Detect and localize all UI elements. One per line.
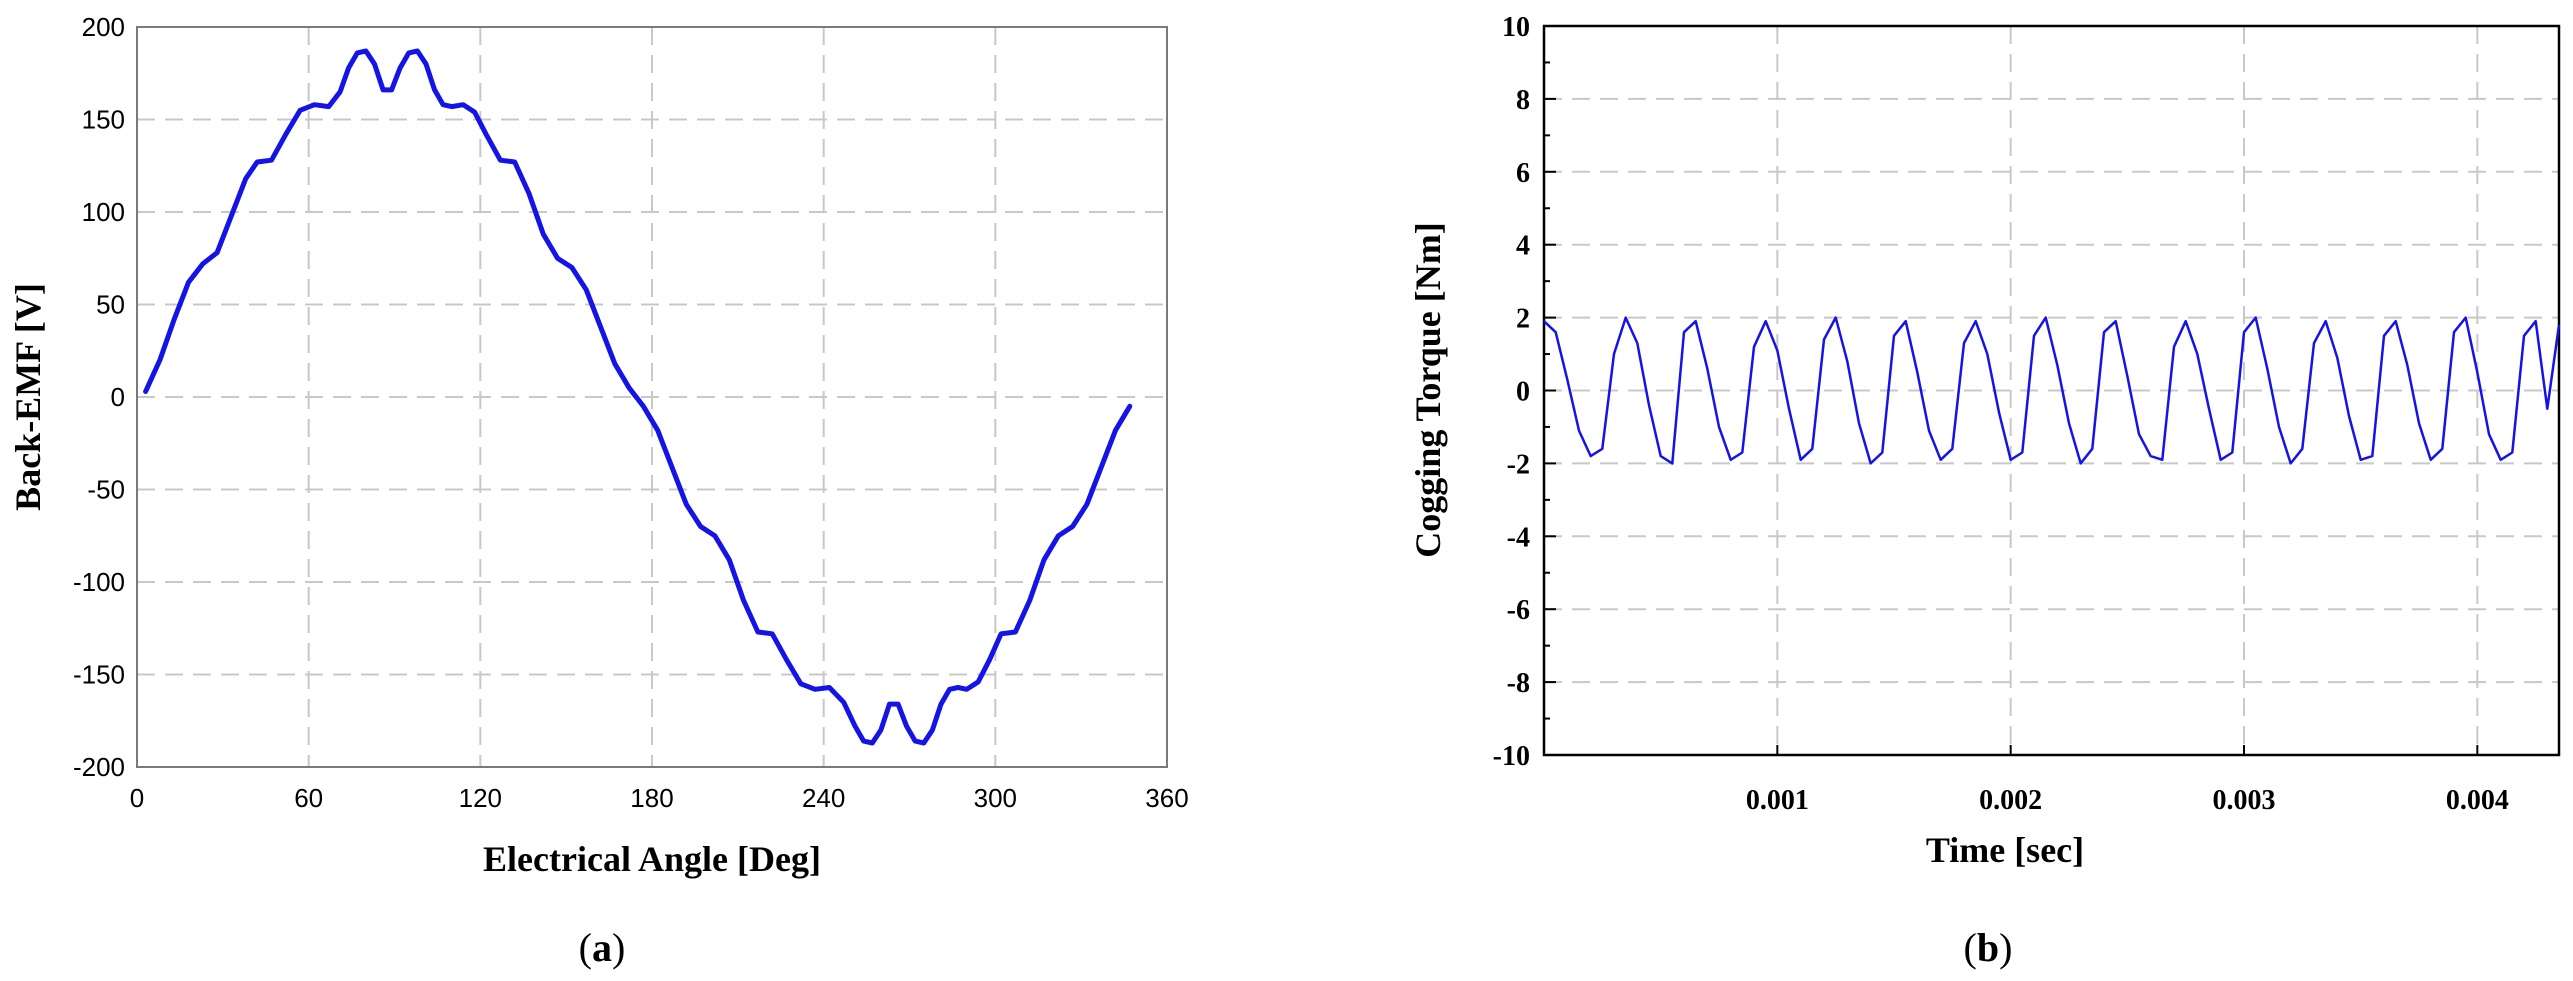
y-tick-label-b: 4: [1516, 231, 1530, 262]
x-tick-label-b: 0.004: [2446, 785, 2509, 816]
x-tick-marks-b: [1776, 745, 2479, 755]
y-tick-label-b: 0: [1516, 377, 1530, 408]
x-axis-title-b: Time [sec]: [1926, 830, 2084, 870]
x-tick-label-a: 120: [459, 783, 502, 813]
y-axis-title-a: Back-EMF [V]: [8, 283, 48, 511]
y-tick-label-b: 2: [1516, 304, 1530, 335]
cogging-torque-series-line: [1543, 316, 2561, 465]
y-tick-label-b: 8: [1516, 85, 1530, 116]
y-tick-label-b: 6: [1516, 158, 1530, 189]
back-emf-series-line: [143, 48, 1133, 746]
x-tick-label-b: 0.002: [1979, 785, 2042, 816]
y-tick-label-b: -10: [1493, 741, 1530, 772]
y-tick-label-b: -8: [1507, 668, 1530, 699]
y-tick-marks-b: [1544, 25, 1556, 756]
y-tick-labels-b: 10 8 6 4 2 0 -2 -4 -6 -8 -10: [1493, 12, 1530, 772]
x-tick-label-a: 60: [294, 783, 323, 813]
grid-a: [137, 27, 1167, 767]
grid-b: [1544, 26, 2559, 755]
chart-panel-a: 200 150 100 50 0 -50 -100 -150 -200 0 60 120 180 240…: [8, 12, 1189, 970]
x-tick-labels-b: 0.001 0.002 0.003 0.004: [1746, 785, 2509, 816]
y-tick-label-a: 200: [82, 12, 125, 42]
plot-frame-a: [136, 26, 1168, 768]
x-tick-label-b: 0.001: [1746, 785, 1809, 816]
y-tick-label-a: 150: [82, 105, 125, 135]
x-tick-label-a: 360: [1145, 783, 1188, 813]
y-tick-label-b: 10: [1502, 12, 1530, 43]
y-axis-title-b: Cogging Torque [Nm]: [1408, 222, 1448, 557]
y-tick-label-b: -6: [1507, 595, 1530, 626]
x-tick-labels-a: 0 60 120 180 240 300 360: [130, 783, 1189, 813]
x-tick-label-a: 240: [802, 783, 845, 813]
x-axis-title-a: Electrical Angle [Deg]: [483, 839, 821, 879]
x-tick-label-a: 180: [630, 783, 673, 813]
y-tick-label-b: -4: [1507, 522, 1530, 553]
y-tick-label-a: -200: [73, 752, 125, 782]
y-tick-label-b: -2: [1507, 449, 1530, 480]
panel-caption-b: (b): [1964, 925, 2013, 970]
panel-caption-a: (a): [579, 925, 626, 970]
y-tick-label-a: 50: [96, 290, 125, 320]
y-tick-label-a: -100: [73, 567, 125, 597]
y-tick-labels-a: 200 150 100 50 0 -50 -100 -150 -200: [73, 12, 125, 782]
x-tick-label-a: 300: [974, 783, 1017, 813]
x-tick-label-b: 0.003: [2213, 785, 2276, 816]
y-tick-label-a: -50: [87, 475, 125, 505]
y-tick-label-a: 100: [82, 197, 125, 227]
x-tick-label-a: 0: [130, 783, 144, 813]
y-tick-label-a: -150: [73, 660, 125, 690]
y-tick-label-a: 0: [111, 382, 125, 412]
